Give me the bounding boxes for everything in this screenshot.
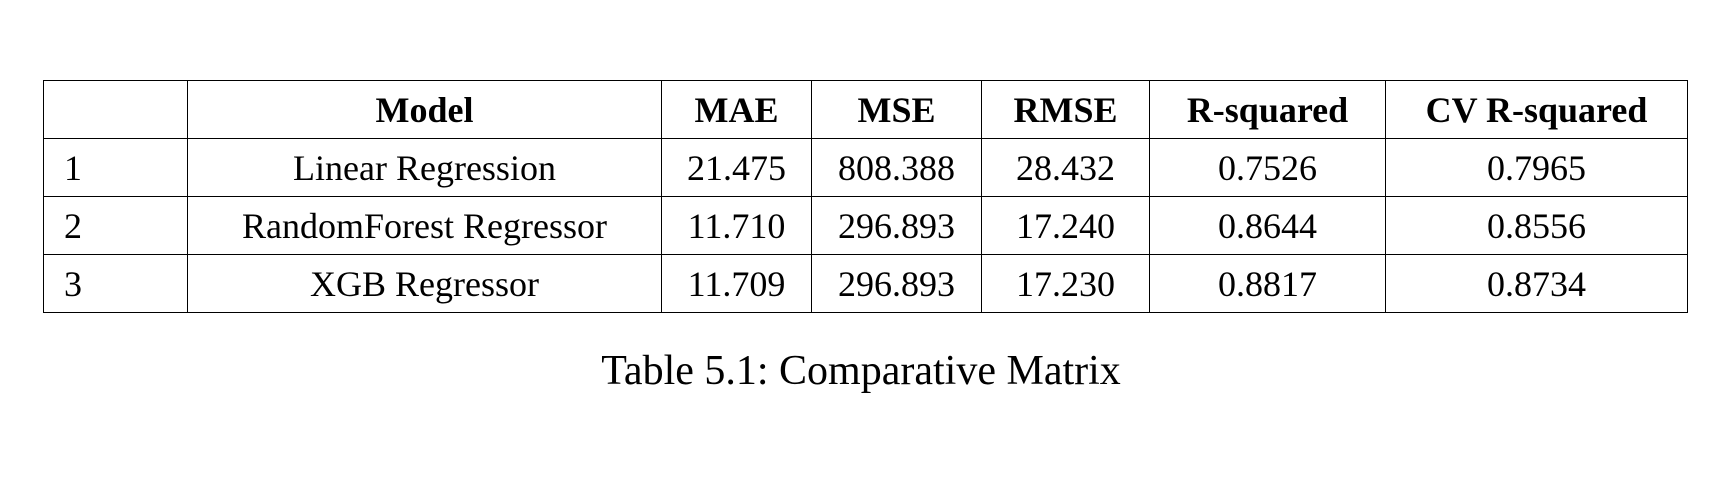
header-model: Model: [187, 80, 662, 139]
header-rmse: RMSE: [981, 80, 1150, 139]
model-cell: RandomForest Regressor: [187, 196, 662, 255]
mse-cell: 296.893: [811, 196, 982, 255]
model-cell: XGB Regressor: [187, 254, 662, 313]
mae-cell: 21.475: [661, 138, 812, 197]
table-row: 2 RandomForest Regressor 11.710 296.893 …: [43, 196, 1688, 255]
r-squared-cell: 0.8644: [1149, 196, 1386, 255]
table-caption: Table 5.1: Comparative Matrix: [601, 348, 1121, 394]
row-index: 2: [43, 196, 188, 255]
header-mae: MAE: [661, 80, 812, 139]
r-squared-cell: 0.8817: [1149, 254, 1386, 313]
rmse-cell: 17.240: [981, 196, 1150, 255]
table-row: 3 XGB Regressor 11.709 296.893 17.230 0.…: [43, 254, 1688, 313]
header-r-squared: R-squared: [1149, 80, 1386, 139]
rmse-cell: 17.230: [981, 254, 1150, 313]
header-index: [43, 80, 188, 139]
mae-cell: 11.710: [661, 196, 812, 255]
header-cv-r-squared: CV R-squared: [1385, 80, 1688, 139]
comparative-matrix-table: Model MAE MSE RMSE R-squared CV R-square…: [43, 80, 1688, 313]
rmse-cell: 28.432: [981, 138, 1150, 197]
row-index: 1: [43, 138, 188, 197]
cv-r-squared-cell: 0.8734: [1385, 254, 1688, 313]
row-index: 3: [43, 254, 188, 313]
table-row: 1 Linear Regression 21.475 808.388 28.43…: [43, 138, 1688, 197]
cv-r-squared-cell: 0.8556: [1385, 196, 1688, 255]
model-cell: Linear Regression: [187, 138, 662, 197]
cv-r-squared-cell: 0.7965: [1385, 138, 1688, 197]
r-squared-cell: 0.7526: [1149, 138, 1386, 197]
header-mse: MSE: [811, 80, 982, 139]
mse-cell: 808.388: [811, 138, 982, 197]
table-header-row: Model MAE MSE RMSE R-squared CV R-square…: [43, 80, 1688, 139]
mse-cell: 296.893: [811, 254, 982, 313]
mae-cell: 11.709: [661, 254, 812, 313]
